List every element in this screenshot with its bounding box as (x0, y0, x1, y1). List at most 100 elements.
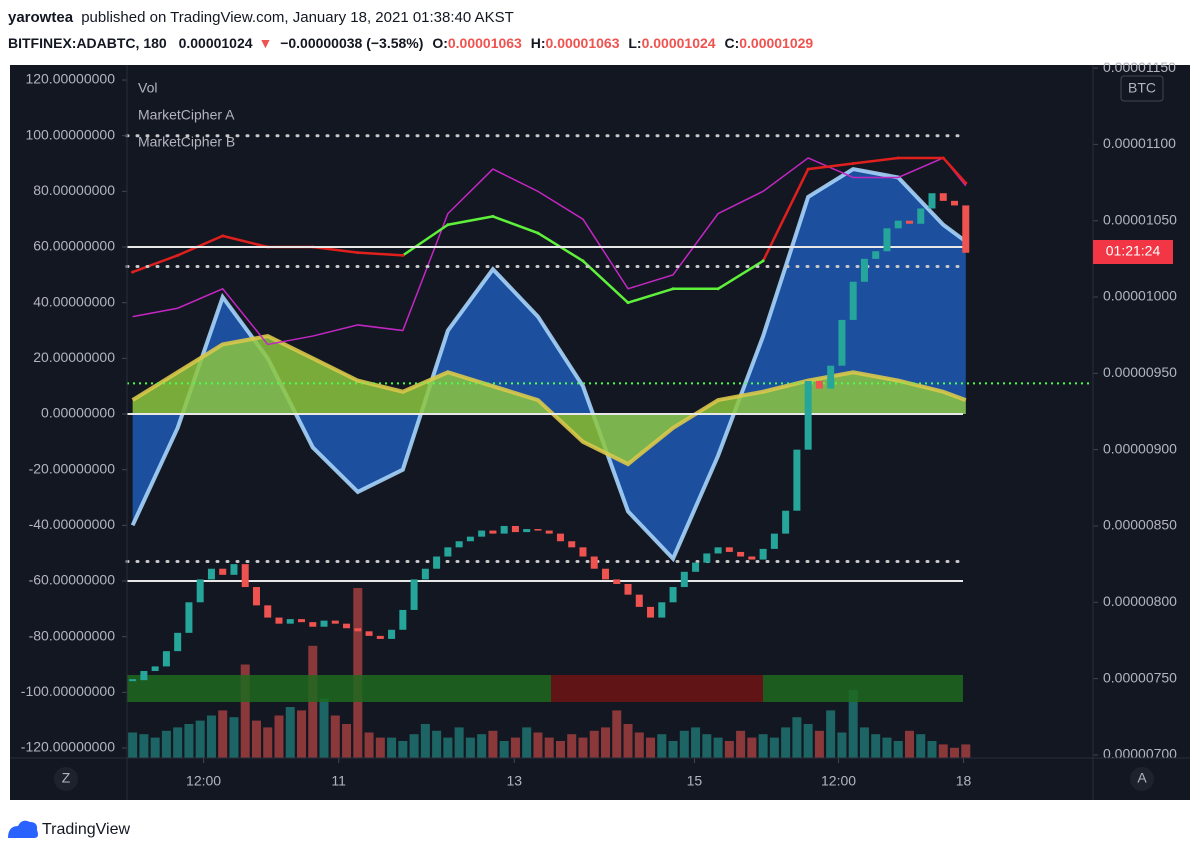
currency-box[interactable] (1120, 75, 1164, 102)
candle (162, 651, 170, 667)
candle (669, 587, 677, 603)
currency: BTC (1128, 80, 1156, 96)
indicator-vertex (176, 253, 180, 257)
last-price: 0.00001024 (179, 35, 253, 51)
volume-bar (251, 720, 261, 758)
indicator-vertex (896, 156, 900, 160)
candle (433, 556, 441, 569)
indicator-segment (447, 215, 494, 226)
legend-entry: MarketCipher B (138, 134, 235, 150)
candle (252, 587, 260, 606)
candle (703, 553, 711, 563)
volume-bar (781, 727, 791, 758)
candle (410, 579, 418, 610)
indicator-segment (402, 223, 449, 257)
volume-bar (668, 741, 678, 758)
volume-bar (713, 737, 723, 758)
ohlc-value: 0.00001063 (448, 35, 522, 51)
candle (860, 258, 868, 282)
volume-bar (702, 734, 712, 758)
candle (489, 530, 497, 534)
plot (125, 134, 1093, 758)
legend-entry: MarketCipher A (138, 107, 235, 123)
indicator-segment (132, 254, 179, 274)
x-tick-label: 13 (507, 773, 523, 789)
candle (849, 281, 857, 320)
indicator-vertex (446, 223, 450, 227)
scale-button[interactable] (1130, 767, 1154, 791)
change: −0.00000038 (−3.58%) (280, 35, 423, 51)
volume-bar (769, 737, 779, 758)
y-tick-label: 0.00000750 (1103, 669, 1177, 685)
candle (613, 579, 621, 584)
volume-bar (600, 727, 610, 758)
candle (951, 200, 959, 206)
candle (770, 533, 778, 549)
indicator-edge (131, 333, 967, 467)
volume-bar (510, 737, 520, 758)
indicator-vertex (626, 301, 630, 305)
candle (151, 666, 159, 671)
volume-bar (184, 724, 194, 758)
volume-bar (623, 724, 633, 758)
logo (8, 820, 38, 838)
y2-tick-label: 60.00000000 (33, 238, 115, 254)
volume-bar (803, 724, 813, 758)
x-tick-label: 11 (331, 773, 346, 789)
candle (782, 510, 790, 534)
ohlc-label: C: (724, 35, 739, 51)
y2-tick-label: -40.00000000 (29, 516, 116, 532)
symbol: BITFINEX:ADABTC, 180 (8, 35, 167, 51)
candle (331, 620, 339, 624)
indicator-vertex (131, 270, 135, 274)
candle (928, 193, 936, 209)
volume-bar (646, 737, 656, 758)
candle (793, 449, 801, 511)
volume-bar (353, 588, 363, 758)
candle (804, 380, 812, 450)
candle (534, 529, 542, 531)
candle (624, 583, 632, 595)
y2-tick-label: 80.00000000 (33, 182, 115, 198)
volume-bar (387, 737, 397, 758)
author: yarowtea (8, 9, 74, 26)
scale-button[interactable] (54, 767, 78, 791)
price-tag-box (1093, 240, 1173, 264)
candle (601, 568, 609, 580)
volume-bar (398, 741, 408, 758)
volume-bar (961, 744, 971, 758)
candle (872, 251, 880, 259)
publish-line: yarowtea published on TradingView.com, J… (8, 9, 514, 26)
volume-bar (691, 727, 701, 758)
x-tick-label: 18 (956, 773, 972, 789)
volume-bar (342, 724, 352, 758)
indicator-segment (492, 215, 539, 235)
overlay: 0.00001150 0.00001100 0.00001050 0.00001000… (21, 59, 1177, 789)
volume-bar (938, 744, 948, 758)
candle (376, 635, 384, 639)
candle (658, 602, 666, 618)
volume-bar (567, 734, 577, 758)
volume-bar (679, 730, 689, 758)
candle (421, 568, 429, 580)
indicator-segment (177, 234, 224, 257)
volume-bar (409, 734, 419, 758)
candle (714, 547, 722, 554)
candle (759, 548, 767, 560)
candle (635, 594, 643, 607)
candle (725, 547, 733, 552)
volume-bar (274, 715, 284, 758)
candle (523, 529, 531, 533)
volume-bar (297, 710, 307, 758)
ohlc-value: 0.00001024 (642, 35, 716, 51)
volume-bar (612, 710, 622, 758)
volume-bar (916, 734, 926, 758)
footer-brand: TradingView (42, 821, 130, 838)
volume-bar (263, 727, 273, 758)
y2-tick-label: -80.00000000 (29, 627, 116, 643)
y2-tick-label: 100.00000000 (25, 126, 115, 142)
candle (275, 617, 283, 624)
candle (320, 620, 328, 627)
volume-bar (758, 734, 768, 758)
volume-bar (814, 730, 824, 758)
